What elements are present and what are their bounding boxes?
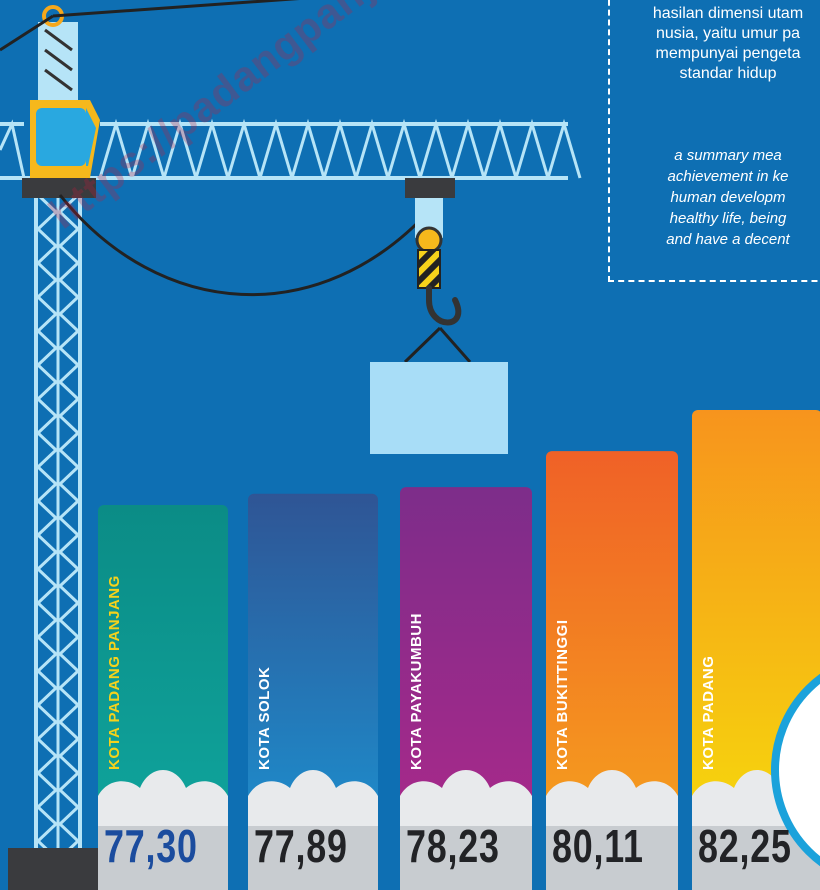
- crane-hook: [370, 198, 508, 454]
- definition-english-line: healthy life, being: [669, 210, 787, 227]
- definition-indonesian-line: mempunyai pengeta: [655, 45, 801, 62]
- definition-english-line: a summary mea: [674, 147, 782, 164]
- crane-cab: [30, 100, 100, 178]
- definition-indonesian-line: hasilan dimensi utam: [652, 5, 804, 22]
- definition-english-line: achievement in ke: [667, 168, 789, 185]
- crane-cable-curve: [58, 194, 432, 296]
- category-label: KOTA SOLOK: [256, 666, 273, 770]
- pedestal-band: [98, 826, 228, 890]
- crane-base: [8, 848, 108, 890]
- category-label: KOTA PAYAKUMBUH: [408, 613, 425, 770]
- crane-jib: [0, 118, 582, 198]
- pedestal-band: [248, 826, 378, 890]
- crane-mast: [34, 193, 82, 877]
- crane-tower-top: [38, 5, 78, 102]
- pedestal-band: [546, 826, 678, 890]
- category-label: KOTA BUKITTINGGI: [554, 619, 571, 771]
- definition-indonesian: hasilan dimensi utam nusia, yaitu umur pa…: [610, 4, 820, 84]
- category-label: KOTA PADANG PANJANG: [106, 575, 123, 770]
- value-label: 77,89: [254, 820, 348, 872]
- jib-cable-left: [0, 14, 54, 52]
- value-label: 80,11: [552, 820, 644, 872]
- definition-english-line: and have a decent: [666, 231, 790, 248]
- bar-kota-bukittinggi: [546, 451, 678, 890]
- definition-box: hasilan dimensi utam nusia, yaitu umur pa…: [608, 0, 820, 282]
- definition-indonesian-line: nusia, yaitu umur pa: [655, 25, 801, 42]
- badge-circle: [771, 673, 820, 867]
- value-label: 77,30: [104, 820, 198, 872]
- jib-cable-right: [52, 0, 300, 18]
- definition-english-line: human developm: [670, 189, 786, 206]
- value-label: 78,23: [406, 820, 500, 872]
- pedestal-band: [400, 826, 532, 890]
- value-label: 82,25: [698, 820, 792, 872]
- definition-indonesian-line: standar hidup: [679, 65, 777, 82]
- category-label: KOTA PADANG: [700, 655, 717, 770]
- definition-english: a summary mea achievement in ke human deve…: [610, 145, 820, 250]
